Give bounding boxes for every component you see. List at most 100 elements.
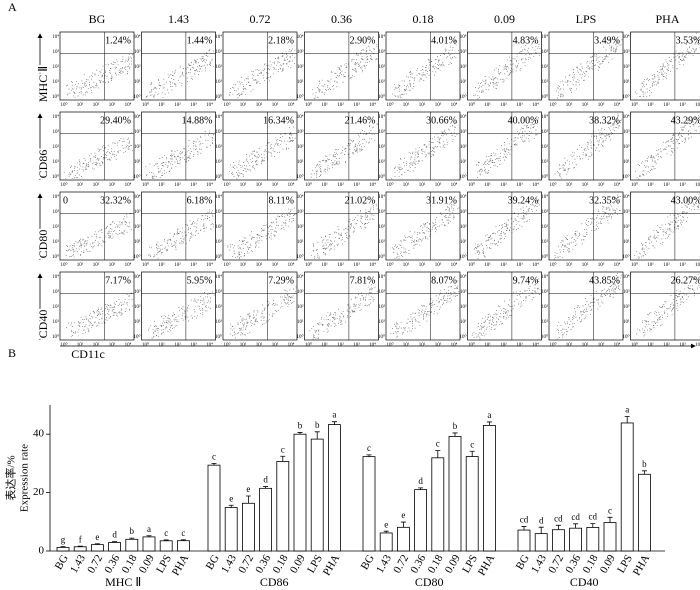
event-dot xyxy=(179,65,181,67)
event-dot xyxy=(292,140,294,142)
event-dot xyxy=(245,328,246,330)
event-dot xyxy=(362,215,364,217)
event-dot xyxy=(496,148,498,150)
event-dot xyxy=(650,155,652,157)
event-dot xyxy=(582,71,584,73)
event-dot xyxy=(174,325,176,327)
event-dot xyxy=(253,317,254,319)
event-dot xyxy=(97,157,99,159)
event-dot xyxy=(187,226,189,228)
event-dot xyxy=(82,325,84,327)
event-dot xyxy=(432,70,434,72)
event-dot xyxy=(164,328,166,330)
event-dot xyxy=(518,220,520,222)
event-dot xyxy=(106,309,108,310)
flow-tick-label: 10¹ xyxy=(542,79,549,85)
event-dot xyxy=(335,312,337,314)
event-dot xyxy=(327,158,329,160)
event-dot xyxy=(105,70,107,72)
event-dot xyxy=(107,237,109,239)
event-dot xyxy=(599,56,601,58)
event-dot xyxy=(266,224,268,226)
event-dot xyxy=(238,163,240,165)
event-dot xyxy=(328,234,330,236)
event-dot xyxy=(316,163,318,165)
event-dot xyxy=(129,225,131,227)
event-dot xyxy=(649,236,651,238)
event-dot xyxy=(356,148,358,150)
event-dot xyxy=(74,96,76,98)
event-dot xyxy=(446,206,448,208)
event-dot xyxy=(186,161,188,163)
event-dot xyxy=(261,160,263,162)
event-dot xyxy=(559,96,561,98)
event-dot xyxy=(565,246,567,248)
event-dot xyxy=(432,142,434,143)
event-dot xyxy=(601,62,603,64)
event-dot xyxy=(595,54,597,55)
event-dot xyxy=(521,130,523,132)
event-dot xyxy=(555,90,557,92)
event-dot xyxy=(288,212,290,214)
event-dot xyxy=(242,326,244,328)
event-dot xyxy=(282,216,283,217)
event-dot xyxy=(680,134,682,136)
event-dot xyxy=(110,68,112,69)
event-dot xyxy=(576,243,578,245)
event-dot xyxy=(596,217,598,219)
event-dot xyxy=(130,292,132,294)
event-dot xyxy=(150,84,152,85)
event-dot xyxy=(652,85,654,87)
event-dot xyxy=(651,155,653,156)
event-dot xyxy=(642,160,644,162)
event-dot xyxy=(414,157,416,159)
event-dot xyxy=(574,233,576,235)
event-dot xyxy=(268,69,270,71)
event-dot xyxy=(602,61,604,63)
event-dot xyxy=(202,65,204,67)
event-dot xyxy=(334,231,336,233)
event-dot xyxy=(570,80,572,82)
event-dot xyxy=(328,80,330,82)
event-dot xyxy=(496,243,498,245)
flow-plot xyxy=(59,31,135,101)
event-dot xyxy=(90,158,92,159)
event-dot xyxy=(242,324,244,326)
event-dot xyxy=(82,162,84,164)
event-dot xyxy=(255,161,257,163)
event-dot xyxy=(247,250,248,252)
event-dot xyxy=(168,320,170,322)
event-dot xyxy=(242,317,244,319)
event-dot xyxy=(187,308,189,310)
event-dot xyxy=(503,80,505,82)
event-dot xyxy=(361,71,363,73)
event-dot xyxy=(180,240,182,242)
event-dot xyxy=(350,143,351,145)
event-dot xyxy=(326,247,328,249)
event-dot xyxy=(229,95,231,97)
event-dot xyxy=(694,129,696,131)
event-dot xyxy=(80,92,82,94)
event-dot xyxy=(507,228,509,230)
event-dot xyxy=(587,61,589,62)
event-dot xyxy=(504,223,506,225)
event-dot xyxy=(213,294,215,296)
event-dot xyxy=(690,121,692,123)
event-dot xyxy=(514,144,516,146)
event-dot xyxy=(113,61,115,63)
flow-tick-label: 10¹ xyxy=(297,159,304,165)
event-dot xyxy=(498,74,500,76)
event-dot xyxy=(159,251,161,252)
event-dot xyxy=(454,126,455,128)
event-dot xyxy=(410,76,412,78)
event-dot xyxy=(289,139,291,141)
event-dot xyxy=(661,73,662,75)
event-dot xyxy=(532,46,534,48)
event-dot xyxy=(422,74,424,76)
flow-plot xyxy=(222,191,298,261)
event-dot xyxy=(255,69,257,71)
event-dot xyxy=(398,171,400,173)
event-dot xyxy=(157,241,159,243)
event-dot xyxy=(340,152,342,154)
event-dot xyxy=(74,93,76,95)
